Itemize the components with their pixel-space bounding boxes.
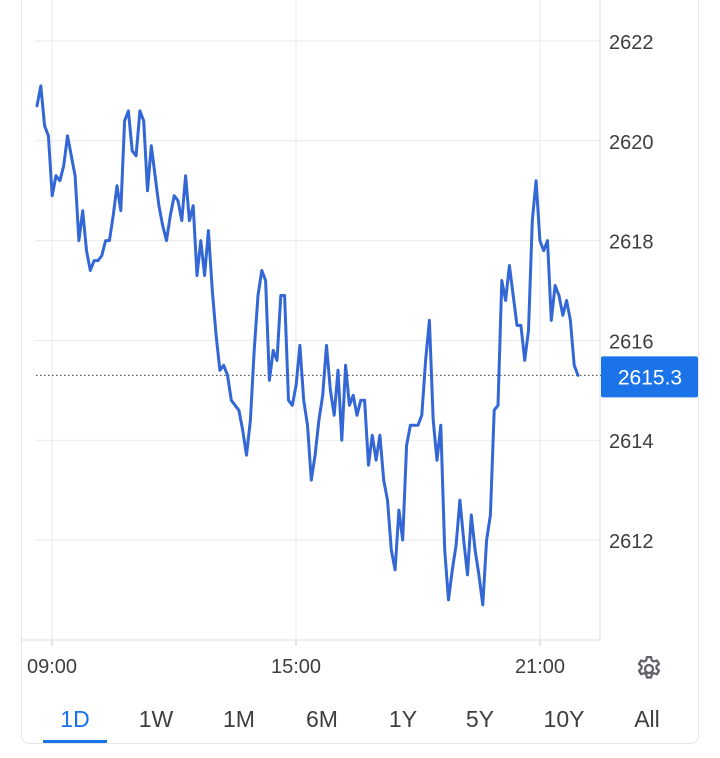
y-tick-label: 2618 [609,232,654,254]
horizontal-gridlines [35,40,600,541]
y-tick-label: 2612 [609,531,654,553]
y-tick-label: 2622 [609,32,654,54]
tab-1w[interactable]: 1W [124,697,188,743]
x-tick-label: 21:00 [515,656,565,678]
range-tabs: 1D 1W 1M 6M 1Y 5Y 10Y All [21,697,699,743]
x-axis-tick-labels: 09:00 15:00 21:00 [27,656,565,678]
vertical-gridlines [51,0,541,646]
current-value-label: 2615.3 [618,366,682,389]
tab-1m[interactable]: 1M [207,697,271,743]
y-tick-label: 2620 [609,132,654,154]
tab-label: 1Y [388,706,418,732]
current-value-badge-background [601,356,698,398]
gear-icon[interactable] [634,654,664,684]
current-value-badge: 2615.3 [601,356,698,398]
price-chart[interactable]: 2612 2614 2616 2618 2620 2622 09:00 15:00 21:00… [0,0,720,700]
tab-1y[interactable]: 1Y [371,697,435,743]
y-axis-tick-labels: 2612 2614 2616 2618 2620 2622 [609,32,654,553]
tab-5y[interactable]: 5Y [448,697,512,743]
tab-label: 1W [138,706,174,732]
x-tick-label: 15:00 [271,656,321,678]
tab-6m[interactable]: 6M [290,697,354,743]
price-series-line [35,84,580,607]
tab-label: 1D [60,706,90,732]
tab-label: 1M [223,706,255,732]
y-tick-label: 2614 [609,431,654,453]
tab-label: All [634,706,660,732]
x-tick-label: 09:00 [27,656,77,678]
active-tab-underline [43,740,107,743]
y-tick-label: 2616 [609,331,654,353]
tab-all[interactable]: All [615,697,679,743]
tab-label: 5Y [465,706,495,732]
chart-card [21,0,699,744]
tab-label: 10Y [543,706,585,732]
tab-label: 6M [306,706,338,732]
tab-1d[interactable]: 1D [43,697,107,743]
tab-10y[interactable]: 10Y [529,697,599,743]
